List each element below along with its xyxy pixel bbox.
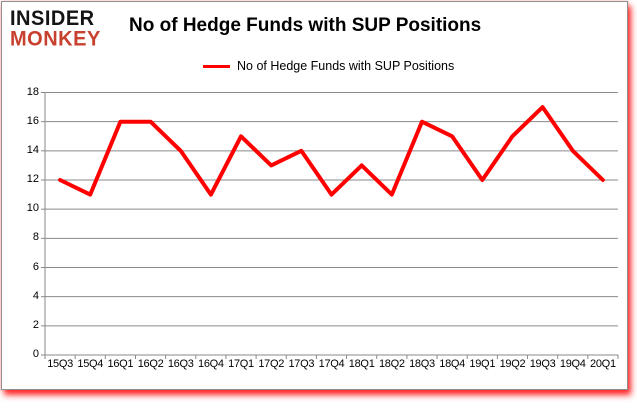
x-axis-tick-label: 19Q4: [559, 358, 586, 370]
y-axis-tick-label: 16: [26, 114, 39, 127]
y-axis-tick-label: 10: [26, 202, 39, 215]
data-series-line: [58, 105, 605, 197]
x-axis-tick-label: 16Q2: [137, 358, 164, 370]
y-axis-tick-label: 14: [26, 143, 39, 156]
y-axis-tick-label: 6: [32, 260, 39, 273]
y-axis-tick-label: 4: [32, 289, 39, 302]
x-axis-tick-label: 17Q4: [318, 358, 345, 370]
x-axis-tick-label: 15Q4: [77, 358, 104, 370]
x-axis-tick-label: 16Q1: [107, 358, 134, 370]
x-axis-tick-label: 16Q3: [167, 358, 194, 370]
x-axis-tick-label: 18Q3: [409, 358, 435, 370]
x-axis-tick-label: 17Q1: [228, 358, 254, 370]
y-axis-tick-label: 2: [32, 318, 39, 331]
chart-panel: INSIDER MONKEY No of Hedge Funds with SU…: [1, 1, 628, 390]
y-axis-tick-label: 8: [32, 231, 39, 244]
x-axis-tick-label: 20Q1: [590, 358, 616, 370]
logo-text-insider: INSIDER: [10, 6, 95, 31]
legend: No of Hedge Funds with SUP Positions: [203, 59, 454, 73]
logo-text-monkey: MONKEY: [10, 27, 101, 52]
y-axis-tick-label: 18: [26, 85, 39, 98]
x-axis-tick-label: 18Q4: [439, 358, 465, 370]
x-axis-tick-label: 19Q1: [469, 358, 496, 370]
x-axis-tick-label: 17Q2: [258, 358, 285, 370]
legend-line-swatch: [203, 64, 230, 68]
x-axis-tick-label: 18Q2: [378, 358, 405, 370]
line-chart: [41, 92, 619, 359]
y-axis-tick-label: 12: [26, 173, 39, 185]
y-axis-tick-label: 0: [32, 348, 39, 360]
x-axis-tick-label: 17Q3: [288, 358, 315, 370]
x-axis-tick-label: 15Q3: [47, 358, 73, 370]
x-axis-tick-label: 19Q2: [499, 358, 526, 370]
x-axis-tick-label: 16Q4: [198, 358, 224, 370]
x-axis-tick-label: 19Q3: [529, 358, 556, 370]
chart-title: No of Hedge Funds with SUP Positions: [129, 15, 482, 36]
legend-label: No of Hedge Funds with SUP Positions: [237, 59, 455, 73]
x-axis-tick-label: 18Q1: [348, 358, 375, 370]
insider-monkey-logo: INSIDER MONKEY: [10, 6, 101, 52]
